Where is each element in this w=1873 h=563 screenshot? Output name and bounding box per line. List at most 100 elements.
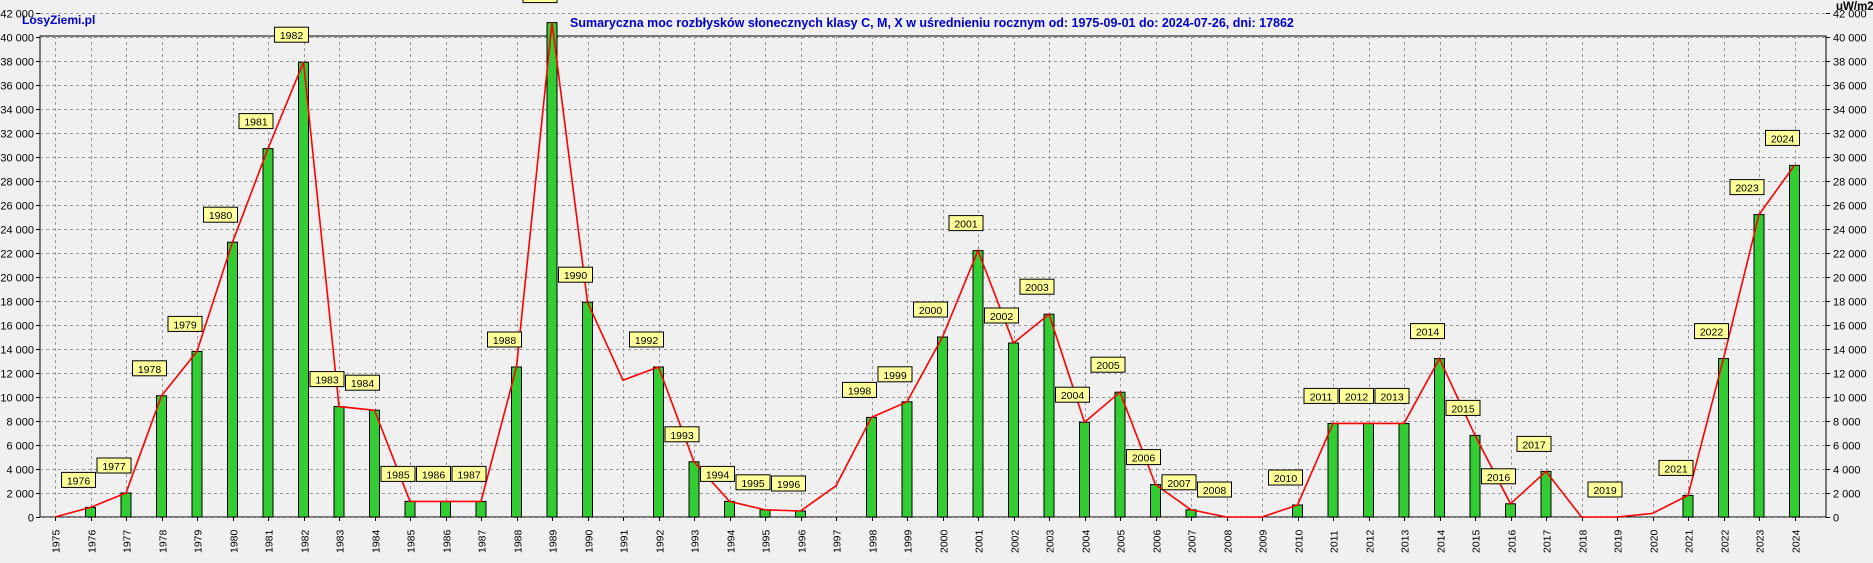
year-label: 1988 [493, 335, 517, 347]
bar [369, 409, 380, 518]
year-label: 1995 [741, 478, 765, 490]
y-tick-label-right: 20 000 [1833, 273, 1867, 285]
year-label: 2001 [954, 219, 978, 231]
year-label: 1982 [280, 30, 304, 42]
x-tick-label: 1982 [300, 529, 312, 553]
y-tick-label-left: 14 000 [0, 345, 34, 357]
y-tick-label-left: 18 000 [0, 297, 34, 309]
year-label: 2008 [1203, 485, 1227, 497]
y-tick-label-left: 26 000 [0, 201, 34, 213]
y-tick-label-right: 2 000 [1833, 489, 1861, 501]
bar [1789, 164, 1800, 518]
bar [1753, 214, 1765, 518]
year-label: 1984 [351, 378, 375, 390]
year-label: 2016 [1487, 472, 1511, 484]
x-tick-label: 2022 [1720, 529, 1732, 553]
y-tick-label-right: 40 000 [1833, 33, 1867, 45]
x-tick-label: 2020 [1649, 529, 1661, 553]
year-label: 1993 [670, 430, 694, 442]
bar [1043, 313, 1055, 518]
y-tick-label-right: 22 000 [1833, 249, 1867, 261]
x-tick-label: 1994 [726, 529, 738, 553]
bar [191, 350, 203, 518]
year-label-box [274, 26, 309, 43]
y-tick-label-left: 32 000 [0, 129, 34, 141]
year-label-box [558, 266, 593, 283]
site-logo[interactable]: LosyZiemi.pl [22, 13, 96, 27]
year-label-box [1161, 474, 1197, 491]
x-tick-label: 1980 [229, 529, 241, 553]
year-label-box [1374, 387, 1410, 404]
year-label-box [984, 307, 1019, 324]
year-label-box [1765, 129, 1800, 146]
bar [937, 336, 948, 518]
year-label: 1980 [209, 210, 233, 222]
bar [1327, 422, 1339, 518]
year-label: 1978 [138, 364, 162, 376]
year-label: 2019 [1593, 485, 1617, 497]
year-label-box [877, 366, 913, 383]
x-tick-label: 1991 [619, 529, 631, 553]
year-label: 2004 [1061, 390, 1085, 402]
y-tick-label-left: 6 000 [6, 441, 34, 453]
year-label: 2011 [1310, 391, 1333, 403]
y-tick-label-left: 40 000 [0, 33, 34, 45]
x-tick-label: 2021 [1684, 529, 1696, 553]
x-tick-label: 2018 [1578, 529, 1590, 553]
year-label: 2015 [1451, 403, 1475, 415]
x-tick-label: 2003 [1045, 529, 1057, 553]
bar [227, 241, 238, 518]
year-label: 1990 [564, 270, 588, 282]
bar [866, 416, 877, 518]
trend-line [54, 22, 1796, 518]
x-tick-label: 1997 [832, 529, 844, 553]
y-tick-label-right: 26 000 [1833, 201, 1867, 213]
year-label-box [629, 331, 664, 348]
year-label: 1977 [102, 461, 126, 473]
year-label-box [1126, 449, 1161, 466]
y-tick-label-right: 38 000 [1833, 57, 1867, 69]
year-label: 2000 [919, 305, 943, 317]
year-label: 2005 [1096, 360, 1120, 372]
year-label-box [238, 113, 274, 130]
year-label-box [1019, 278, 1055, 295]
year-label: 1981 [244, 117, 268, 129]
y-tick-label-left: 0 [28, 513, 34, 525]
year-label: 2014 [1416, 327, 1440, 339]
x-tick-label: 1996 [797, 529, 809, 553]
x-tick-label: 1986 [442, 529, 454, 553]
bar [1469, 434, 1481, 518]
x-tick-label: 2014 [1436, 529, 1448, 553]
y-tick-label-right: 16 000 [1833, 321, 1867, 333]
y-tick-label-left: 30 000 [0, 153, 34, 165]
bar [262, 148, 274, 518]
year-label-box [1481, 468, 1516, 485]
x-tick-label: 1988 [513, 529, 525, 553]
bar [1434, 358, 1445, 518]
bar [582, 301, 593, 518]
year-label-box [1268, 469, 1303, 486]
bar [653, 366, 664, 518]
year-label-box [1410, 323, 1445, 340]
x-tick-label: 1999 [903, 529, 915, 553]
year-label-box [1658, 459, 1694, 476]
year-label-box [913, 301, 948, 318]
x-tick-label: 1992 [655, 529, 667, 553]
year-label: 2010 [1274, 473, 1298, 485]
x-tick-label: 1978 [158, 529, 170, 553]
bar [901, 401, 913, 518]
y-tick-label-left: 24 000 [0, 225, 34, 237]
x-tick-label: 2017 [1542, 529, 1554, 553]
bar [688, 461, 700, 518]
y-tick-label-right: 24 000 [1833, 225, 1867, 237]
year-label: 1983 [315, 375, 339, 387]
y-tick-label-right: 14 000 [1833, 345, 1867, 357]
year-label-box [203, 206, 238, 223]
bar [475, 500, 487, 518]
bar [724, 500, 735, 518]
x-tick-label: 1995 [761, 529, 773, 553]
year-label-box [1303, 387, 1339, 404]
bar [511, 366, 522, 518]
year-label: 2012 [1345, 391, 1369, 403]
x-tick-label: 2012 [1365, 529, 1377, 553]
